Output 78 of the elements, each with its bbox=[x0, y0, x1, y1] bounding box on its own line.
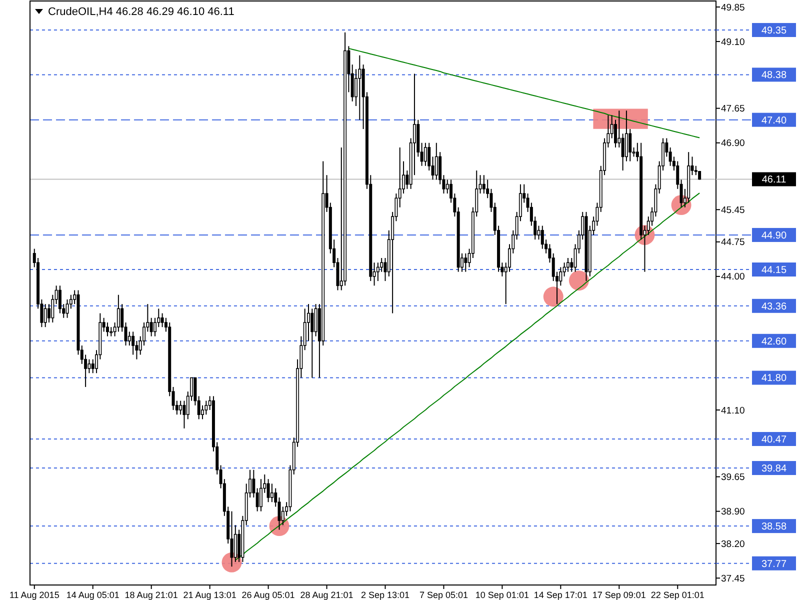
candlestick bbox=[278, 496, 281, 530]
candlestick bbox=[230, 510, 234, 568]
ref-line-label: 38.58 bbox=[761, 522, 787, 533]
point bbox=[543, 286, 564, 307]
candlestick bbox=[150, 317, 153, 337]
candlestick bbox=[88, 358, 91, 374]
y-tick-label: 49.85 bbox=[721, 2, 745, 14]
ref-line-label: 40.47 bbox=[761, 434, 787, 446]
point bbox=[568, 270, 589, 291]
line-series bbox=[348, 48, 700, 138]
x-tick-label: 28 Aug 21:01 bbox=[300, 590, 354, 600]
x-tick-label: 14 Sep 17:01 bbox=[534, 590, 588, 600]
x-tick-label: 2 Sep 13:01 bbox=[360, 590, 410, 600]
ref-line-label: 43.36 bbox=[761, 301, 787, 312]
y-tick-label: 44.75 bbox=[721, 237, 745, 248]
y-tick-label: 47.65 bbox=[721, 104, 745, 115]
candlestick bbox=[234, 524, 237, 562]
candlestick bbox=[310, 308, 314, 378]
ref-line-label: 37.77 bbox=[761, 558, 787, 570]
candlestick bbox=[270, 483, 274, 503]
x-tick-label: 10 Sep 01:01 bbox=[475, 590, 529, 600]
candlestick bbox=[566, 257, 570, 272]
y-tick-label: 39.65 bbox=[721, 472, 745, 484]
text: CrudeOIL,H4 46.28 46.29 46.10 46.11 bbox=[48, 6, 234, 18]
x-tick-label: 26 Aug 05:01 bbox=[242, 590, 295, 600]
ref-line-label: 39.84 bbox=[761, 464, 787, 475]
y-tick-label: 45.45 bbox=[721, 204, 745, 216]
candlestick bbox=[179, 400, 182, 416]
x-tick-label: 11 Aug 2015 bbox=[9, 590, 60, 600]
ref-line-label: 44.90 bbox=[761, 230, 787, 242]
candlestick bbox=[44, 304, 47, 328]
candlestick bbox=[201, 404, 204, 420]
candlestick bbox=[66, 298, 69, 318]
candlestick bbox=[110, 326, 113, 337]
ref-line-label: 44.15 bbox=[761, 265, 787, 276]
candlestick bbox=[434, 142, 438, 180]
candlestick bbox=[540, 225, 544, 250]
ref-line-label: 49.35 bbox=[761, 26, 787, 37]
candlestick bbox=[464, 252, 468, 272]
candlestick bbox=[424, 142, 427, 166]
ref-line-label: 46.11 bbox=[762, 174, 787, 186]
x-tick-label: 14 Aug 05:01 bbox=[66, 590, 120, 600]
ref-line-label: 47.40 bbox=[761, 115, 787, 126]
candlestick bbox=[537, 225, 540, 240]
candlestick bbox=[668, 146, 672, 166]
y-tick-label: 41.10 bbox=[721, 405, 745, 416]
y-tick-label: 37.45 bbox=[721, 573, 745, 584]
candlestick bbox=[160, 312, 164, 328]
candlestick bbox=[621, 133, 624, 171]
x-tick-label: 17 Sep 09:01 bbox=[592, 590, 646, 600]
candlestick bbox=[259, 478, 262, 512]
candlestick bbox=[694, 165, 698, 176]
candlestick bbox=[58, 285, 62, 314]
candlestick bbox=[51, 294, 54, 323]
ref-line-label: 41.80 bbox=[761, 373, 787, 384]
y-tick-label: 38.90 bbox=[721, 506, 745, 518]
candlestick bbox=[116, 294, 120, 332]
candlestick bbox=[358, 54, 362, 120]
candlestick bbox=[628, 128, 632, 162]
x-tick-label: 18 Aug 21:01 bbox=[124, 590, 178, 600]
x-tick-label: 7 Sep 05:01 bbox=[419, 590, 468, 600]
candlestick bbox=[106, 322, 109, 337]
candlestick bbox=[446, 179, 449, 194]
candlestick bbox=[132, 331, 135, 356]
x-tick-label: 21 Aug 13:01 bbox=[183, 590, 236, 600]
candlestick bbox=[376, 262, 380, 282]
y-tick-label: 46.90 bbox=[721, 138, 745, 150]
ref-line-label: 48.38 bbox=[761, 70, 787, 82]
candlestick bbox=[182, 400, 186, 429]
candlestick bbox=[204, 400, 208, 416]
candlestick bbox=[91, 358, 94, 374]
ref-line-label: 42.60 bbox=[761, 336, 787, 348]
y-tick-label: 38.20 bbox=[721, 538, 745, 550]
y-tick-label: 44.00 bbox=[721, 272, 745, 283]
x-tick-label: 22 Sep 01:01 bbox=[650, 590, 704, 600]
candlestick bbox=[482, 174, 486, 194]
candlestick bbox=[266, 478, 270, 503]
y-tick-label: 49.10 bbox=[721, 36, 745, 48]
